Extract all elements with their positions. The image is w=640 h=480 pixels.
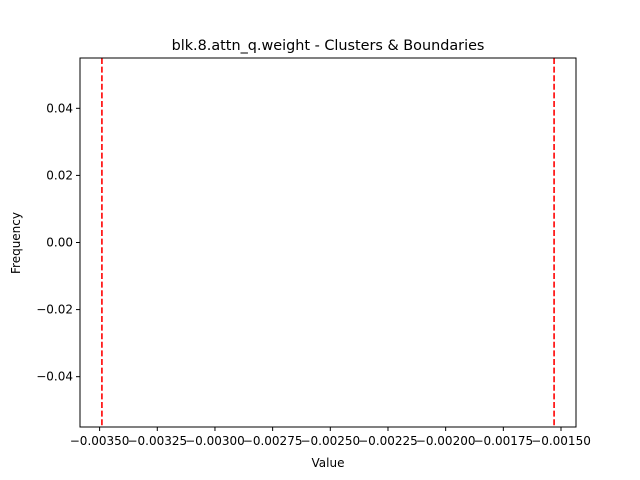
boundary-lines	[101, 58, 555, 427]
x-tick-label: −0.00175	[473, 434, 533, 448]
x-tick-label: −0.00200	[416, 434, 476, 448]
y-tick-label: −0.02	[36, 303, 73, 317]
x-tick-label: −0.00150	[531, 434, 591, 448]
x-tick-label: −0.00350	[70, 434, 130, 448]
plot-area	[79, 57, 577, 428]
x-tick-label: −0.00300	[185, 434, 245, 448]
y-tick-label: 0.00	[46, 236, 73, 250]
y-axis-ticks: 0.04 0.02 0.00 −0.02 −0.04	[36, 101, 80, 384]
y-axis-label: Frequency	[9, 212, 23, 274]
x-tick-label: −0.00325	[127, 434, 187, 448]
x-tick-label: −0.00275	[243, 434, 303, 448]
x-tick-label: −0.00250	[300, 434, 360, 448]
x-tick-label: −0.00225	[358, 434, 418, 448]
y-tick-label: −0.04	[36, 370, 73, 384]
x-axis-ticks: −0.00350−0.00325−0.00300−0.00275−0.00250…	[70, 427, 591, 448]
y-tick-label: 0.02	[46, 168, 73, 182]
chart-title: blk.8.attn_q.weight - Clusters & Boundar…	[172, 38, 485, 54]
y-tick-label: 0.04	[46, 101, 73, 115]
x-axis-label: Value	[312, 456, 345, 470]
